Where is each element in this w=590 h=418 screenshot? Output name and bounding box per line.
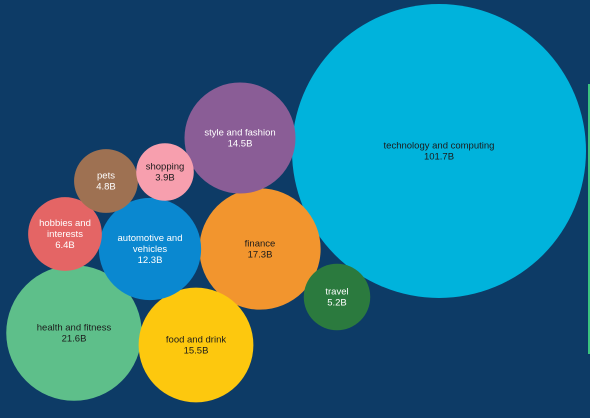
bubble-label: shopping [146, 162, 185, 173]
bubble-value: 5.2B [327, 298, 347, 309]
bubble-value: 101.7B [424, 152, 454, 163]
bubble-label: travel [325, 287, 348, 298]
bubble-circle [28, 197, 102, 271]
bubble-value: 12.3B [138, 255, 163, 266]
bubble-circle [184, 82, 296, 194]
bubble-circle [292, 4, 586, 298]
bubble-label: finance [245, 239, 276, 250]
bubble-value: 14.5B [228, 139, 253, 150]
bubble-value: 6.4B [55, 240, 75, 251]
bubble-value: 15.5B [184, 346, 209, 357]
bubble-circle [303, 263, 371, 331]
bubble-value: 21.6B [62, 334, 87, 345]
bubble-circle [98, 197, 202, 301]
bubble-label: style and fashion [204, 128, 275, 139]
bubble-value: 3.9B [155, 173, 175, 184]
bubble-value: 17.3B [248, 250, 273, 261]
bubble-label: health and fitness [37, 323, 112, 334]
bubble-label: technology and computing [384, 141, 495, 152]
bubble-circle [199, 188, 321, 310]
bubble-value: 4.8B [96, 182, 116, 193]
bubble-label: food and drink [166, 335, 226, 346]
bubble-label: automotive and vehicles [118, 233, 183, 255]
bubble-circle [138, 287, 254, 403]
bubble-label: pets [97, 171, 115, 182]
bubble-circle [74, 149, 138, 213]
bubble-circle [136, 143, 194, 201]
bubble-label: hobbies and interests [39, 218, 91, 240]
right-edge-accent [588, 84, 590, 354]
bubble-circle [6, 265, 142, 401]
